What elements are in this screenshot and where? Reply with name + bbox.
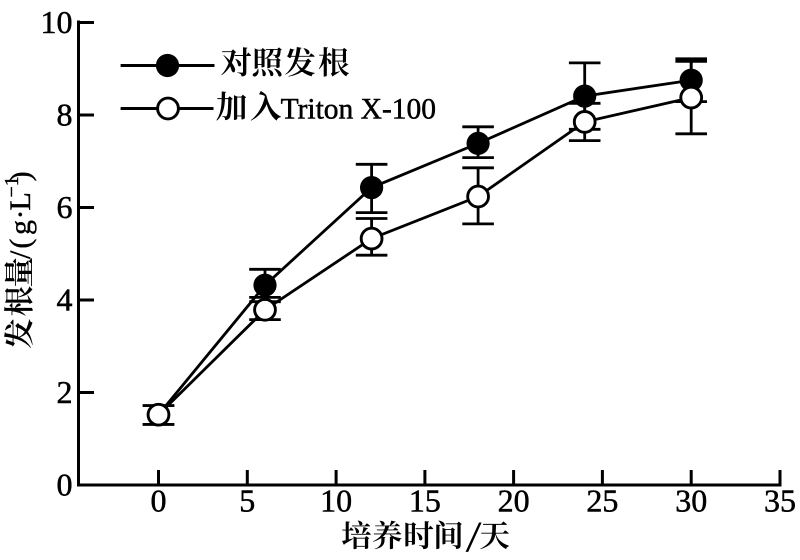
svg-text:): ): [4, 171, 37, 181]
svg-text:35: 35: [764, 483, 796, 519]
svg-text:5: 5: [239, 483, 255, 519]
svg-text:6: 6: [57, 189, 73, 225]
svg-text:30: 30: [675, 483, 707, 519]
svg-text:0: 0: [151, 483, 167, 519]
svg-text:10: 10: [320, 483, 352, 519]
svg-text:g: g: [4, 220, 37, 235]
svg-text:15: 15: [409, 483, 441, 519]
svg-text:20: 20: [498, 483, 530, 519]
svg-text:/: /: [4, 250, 37, 259]
svg-text:2: 2: [57, 374, 73, 410]
svg-text:25: 25: [586, 483, 618, 519]
svg-text:10: 10: [41, 4, 73, 40]
svg-text:0: 0: [57, 467, 73, 503]
svg-text:Triton X-100: Triton X-100: [281, 94, 436, 126]
svg-text:·: ·: [4, 210, 37, 220]
svg-text:8: 8: [57, 97, 73, 133]
svg-text:L: L: [4, 192, 37, 210]
svg-text:−1: −1: [1, 176, 23, 197]
svg-text:4: 4: [57, 282, 73, 318]
svg-text:(: (: [4, 239, 37, 249]
